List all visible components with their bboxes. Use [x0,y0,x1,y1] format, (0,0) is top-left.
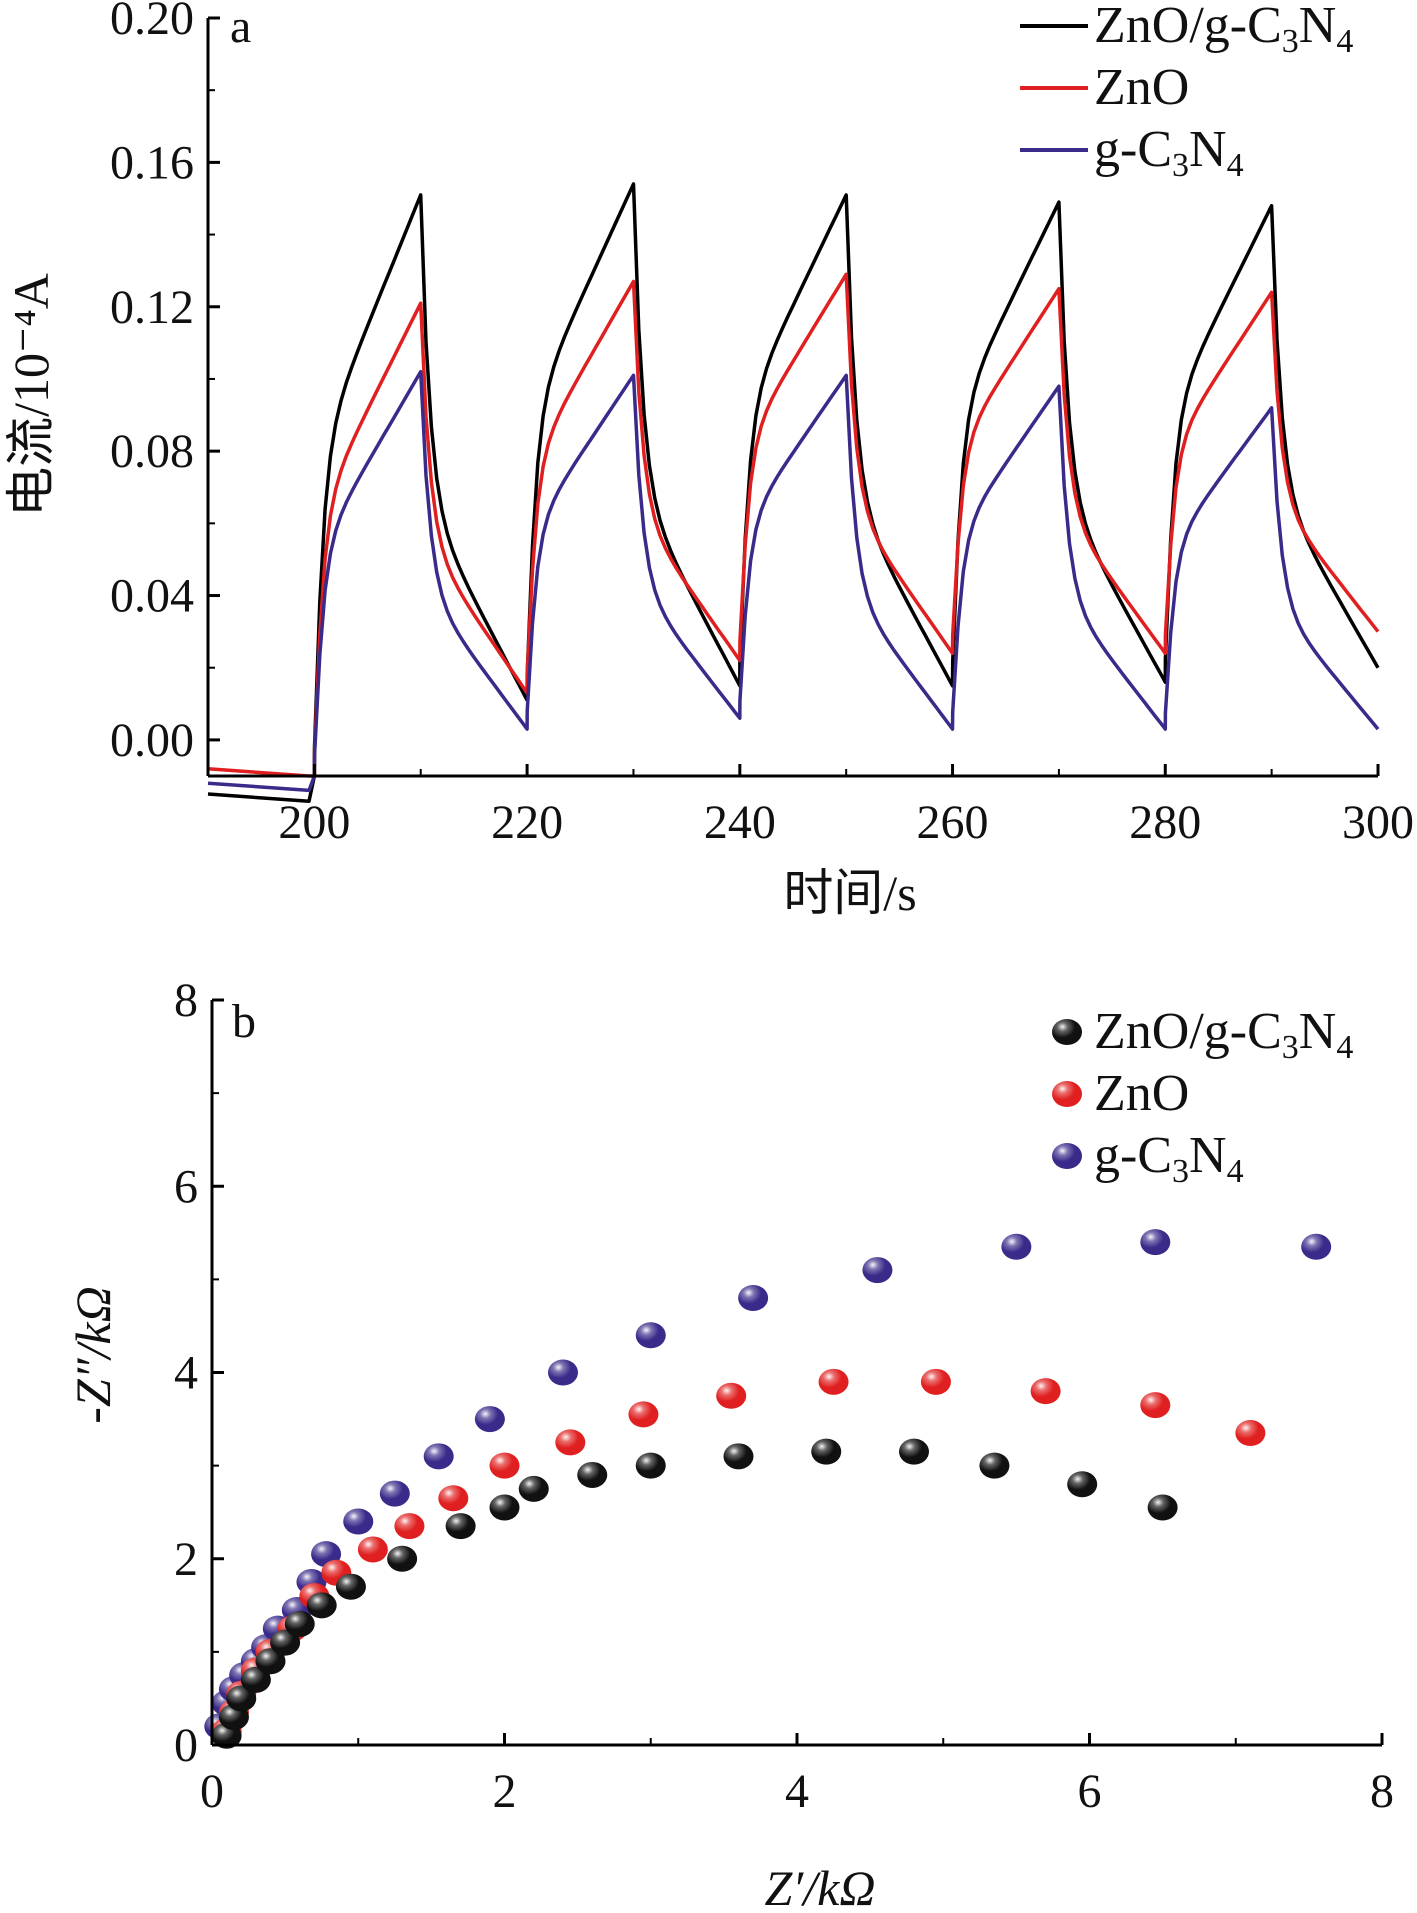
chart-a: a 200 220 240 260 280 300 0.00 0.04 0.08 0.12 0.16… [3,0,1414,921]
data-point-highlight [379,1480,410,1507]
panel-label-b: b [232,995,256,1048]
legend-marker-highlight [1052,1081,1082,1107]
data-point-highlight [899,1438,929,1465]
x-tick-label-b: 4 [785,1765,809,1818]
data-point-highlight [1001,1233,1032,1260]
chart-b-axes [210,998,1384,1747]
data-point-highlight [1030,1378,1061,1405]
data-point-highlight [387,1545,418,1572]
chart-a-axes [206,16,1380,778]
data-point-highlight [723,1443,754,1470]
legend-label-a: g-C3N4 [1094,121,1244,184]
y-tick-label-b: 4 [174,1347,198,1400]
data-point-highlight [357,1536,388,1563]
data-point-highlight [1067,1471,1098,1498]
y-tick-label-a: 0.20 [110,0,194,45]
data-point-highlight [240,1666,271,1693]
data-point-highlight [738,1285,769,1311]
data-point-highlight [920,1368,951,1395]
panel-label-a: a [230,0,251,53]
data-point-highlight [1140,1392,1171,1419]
data-point-highlight [811,1438,842,1465]
x-tick-label-a: 200 [278,796,350,849]
data-point-highlight [818,1368,849,1395]
data-point-highlight [394,1513,425,1540]
x-tick-label-a: 300 [1342,796,1414,849]
y-tick-label-a: 0.08 [110,425,194,478]
data-point-highlight [474,1406,505,1433]
data-point-highlight [489,1452,520,1479]
data-point-highlight [226,1685,257,1712]
y-axis-label-b: -Z″/kΩ [65,1286,121,1424]
chart-b-series [204,1229,1332,1749]
x-tick-label-a: 260 [917,796,989,849]
data-point-highlight [445,1513,476,1540]
chart-b: b 0 2 4 6 8 0 2 4 6 8 Z′/kΩ -Z″/kΩ ZnO/g-C3N4ZnOg… [65,974,1394,1913]
data-point-highlight [1235,1420,1266,1447]
data-point-highlight [284,1610,315,1637]
series-line-3 [207,369,1380,793]
data-point-highlight [548,1359,578,1386]
x-tick-label-b: 0 [200,1765,224,1818]
legend-label-b: ZnO [1094,1065,1189,1122]
x-tick-label-b: 2 [493,1765,517,1818]
chart-a-tick-labels: 200 220 240 260 280 300 0.00 0.04 0.08 0.12 0.16 0.… [110,0,1414,849]
x-axis-label-a: 时间/s [783,865,916,921]
data-point-highlight [489,1494,520,1521]
data-point-highlight [335,1573,366,1600]
data-point-highlight [1301,1233,1332,1260]
legend-label-a: ZnO/g-C3N4 [1094,0,1353,60]
legend-label-b: ZnO/g-C3N4 [1094,1003,1353,1066]
data-point-highlight [555,1429,586,1456]
series-line-2 [207,272,1380,778]
chart-b-tick-labels: 0 2 4 6 8 0 2 4 6 8 [174,974,1394,1818]
data-point-highlight [635,1322,666,1349]
y-tick-label-b: 6 [174,1160,198,1213]
x-tick-label-a: 220 [491,796,563,849]
data-point-highlight [1140,1229,1171,1256]
y-tick-label-b: 8 [174,974,198,1027]
series-line-1 [207,182,1380,804]
legend-marker-highlight [1052,1019,1082,1045]
data-point-highlight [862,1257,893,1284]
y-axis-label-a: 电流/10⁻⁴A [3,273,59,517]
y-tick-label-b: 0 [174,1719,198,1772]
x-tick-label-b: 6 [1078,1765,1102,1818]
x-tick-label-b: 8 [1370,1765,1394,1818]
chart-a-series [207,182,1380,804]
legend-label-b: g-C3N4 [1094,1127,1244,1190]
data-point-highlight [628,1401,659,1428]
data-point-highlight [716,1382,747,1409]
y-tick-label-a: 0.04 [110,570,194,623]
legend-label-a: ZnO [1094,59,1189,116]
y-tick-label-b: 2 [174,1533,198,1586]
data-point-highlight [438,1485,469,1512]
data-point-highlight [270,1629,301,1656]
y-tick-label-a: 0.16 [110,136,194,189]
y-tick-label-a: 0.12 [110,281,194,334]
data-point-highlight [306,1592,337,1619]
data-point-highlight [255,1648,286,1675]
data-point-highlight [635,1452,666,1479]
y-tick-label-a: 0.00 [110,714,194,767]
x-tick-label-a: 280 [1129,796,1201,849]
data-point-highlight [343,1508,374,1535]
data-point-highlight [518,1475,549,1502]
data-point-highlight [1147,1494,1178,1521]
data-point-highlight [423,1443,454,1470]
x-axis-label-b: Z′/kΩ [765,1860,876,1913]
legend-marker-highlight [1052,1143,1082,1169]
data-point-highlight [979,1452,1010,1479]
x-tick-label-a: 240 [704,796,776,849]
data-point-highlight [577,1461,608,1488]
